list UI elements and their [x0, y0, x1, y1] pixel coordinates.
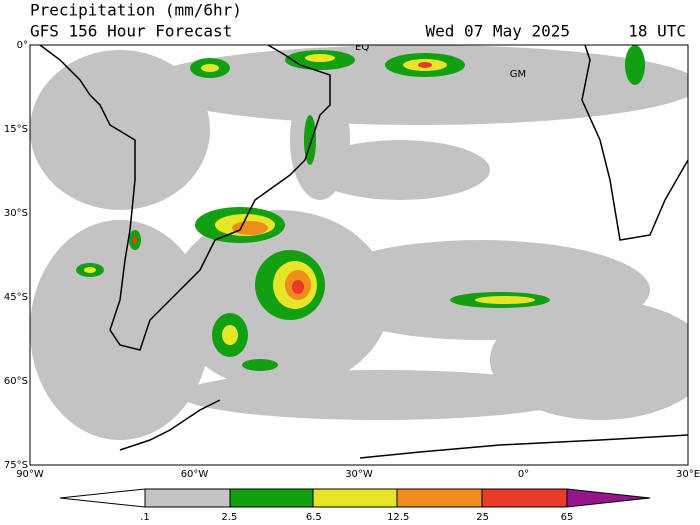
- lat-label: 0°: [17, 40, 28, 51]
- coastlines: [39, 45, 688, 459]
- lat-label: 30°S: [4, 208, 28, 219]
- lon-label: 60°W: [181, 469, 209, 480]
- lon-label: 30°E: [676, 469, 700, 480]
- lat-label: 60°S: [4, 376, 28, 387]
- map-frame: [29, 44, 689, 466]
- date: Wed 07 May 2025: [426, 22, 571, 41]
- lat-label: 15°S: [4, 124, 28, 135]
- light-precip: [30, 45, 688, 440]
- annotation: GM: [510, 69, 526, 80]
- map: EQ GM: [30, 42, 688, 465]
- colorbar: [59, 488, 651, 508]
- lon-label: 30°W: [345, 469, 373, 480]
- colorbar-label: 2.5: [221, 512, 237, 523]
- subtitle: GFS 156 Hour Forecast: [30, 22, 232, 41]
- colorbar-label: 6.5: [306, 512, 322, 523]
- colorbar-label: 25: [476, 512, 489, 523]
- annotation: EQ: [355, 42, 369, 53]
- title: Precipitation (mm/6hr): [30, 1, 242, 20]
- lat-label: 45°S: [4, 292, 28, 303]
- time: 18 UTC: [628, 22, 686, 41]
- lon-label: 90°W: [16, 469, 44, 480]
- heavy-precip: [76, 45, 645, 371]
- colorbar-label: 65: [561, 512, 574, 523]
- colorbar-label: 12.5: [387, 512, 409, 523]
- lat-label: 75°S: [4, 460, 28, 471]
- lon-label: 0°: [518, 469, 529, 480]
- colorbar-label: .1: [140, 512, 150, 523]
